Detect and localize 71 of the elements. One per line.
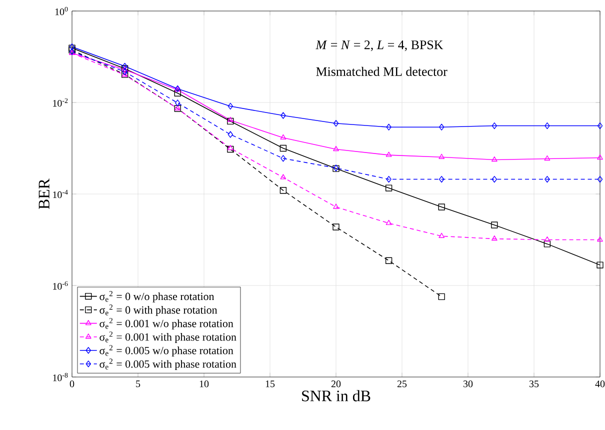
point [228, 102, 233, 110]
point [385, 257, 392, 264]
point [597, 154, 603, 160]
point [227, 146, 234, 153]
point [280, 134, 286, 140]
point [386, 176, 392, 183]
x-tick-label: 5 [136, 380, 140, 388]
point [333, 120, 339, 127]
annotation: Mismatched ML detector [316, 66, 448, 76]
x-tick-label: 20 [331, 380, 341, 388]
point [386, 124, 392, 130]
point [386, 152, 392, 157]
y-tick-label: 10$^{-2}$ [53, 98, 68, 107]
annotation: M = N = 2, L = 4, BPSK [316, 40, 444, 52]
x-tick-label: 35 [530, 380, 539, 388]
x-tick-label: 15 [266, 380, 275, 388]
point [544, 176, 550, 183]
x-axis-title: SNR in dB [302, 390, 370, 402]
point [439, 176, 444, 183]
point [439, 124, 444, 130]
point [492, 122, 497, 130]
legend-label: σ$_{e}$$^{2}$ = 0.001 with phase rotation [100, 332, 236, 343]
point [280, 144, 287, 152]
point [438, 204, 445, 210]
point [122, 68, 128, 76]
point [386, 220, 392, 226]
y-tick-label: 10$^{-4}$ [53, 190, 68, 198]
point [438, 232, 445, 238]
point [544, 122, 550, 130]
point [491, 156, 498, 162]
legend-label: σ$_{e}$$^{2}$ = 0 w/o phase rotation [100, 291, 214, 302]
point [227, 118, 234, 125]
point [280, 174, 286, 180]
point [280, 112, 286, 119]
point [438, 293, 445, 300]
x-tick-label: 40 [595, 380, 605, 388]
point [597, 236, 603, 242]
point [544, 155, 550, 161]
legend-label: σ$_{e}$$^{2}$ = 0.005 w/o phase rotation [100, 345, 234, 356]
point [597, 122, 603, 130]
y-tick-label: 10$^{-8}$ [53, 372, 68, 382]
x-tick-label: 0 [70, 380, 74, 388]
y-axis-title: BER [38, 178, 50, 210]
point [227, 144, 234, 150]
legend-label: σ$_{e}$$^{2}$ = 0 with phase rotation [100, 304, 218, 316]
point [544, 236, 550, 242]
point [174, 90, 181, 96]
point [122, 62, 128, 70]
point [385, 184, 392, 192]
point [438, 154, 445, 159]
point [597, 176, 603, 183]
x-tick-label: 30 [464, 380, 473, 388]
x-tick-label: 25 [397, 380, 407, 388]
point [280, 155, 286, 162]
point [492, 176, 497, 183]
legend-label: σ$_{e}$$^{2}$ = 0.005 with phase rotation [100, 358, 236, 370]
point [491, 222, 498, 228]
point [491, 235, 498, 241]
point [280, 187, 287, 194]
legend-label: σ$_{e}$$^{2}$ = 0.001 w/o phase rotation [100, 318, 234, 330]
x-tick-label: 10 [200, 380, 209, 388]
point [596, 262, 604, 268]
point [175, 100, 180, 106]
point [228, 131, 233, 138]
point [333, 146, 339, 152]
y-tick-label: 10$^{0}$ [55, 6, 68, 16]
point [333, 204, 339, 209]
point [227, 116, 234, 122]
y-tick-label: 10$^{-6}$ [53, 281, 68, 290]
point [544, 240, 551, 248]
point [332, 224, 340, 230]
